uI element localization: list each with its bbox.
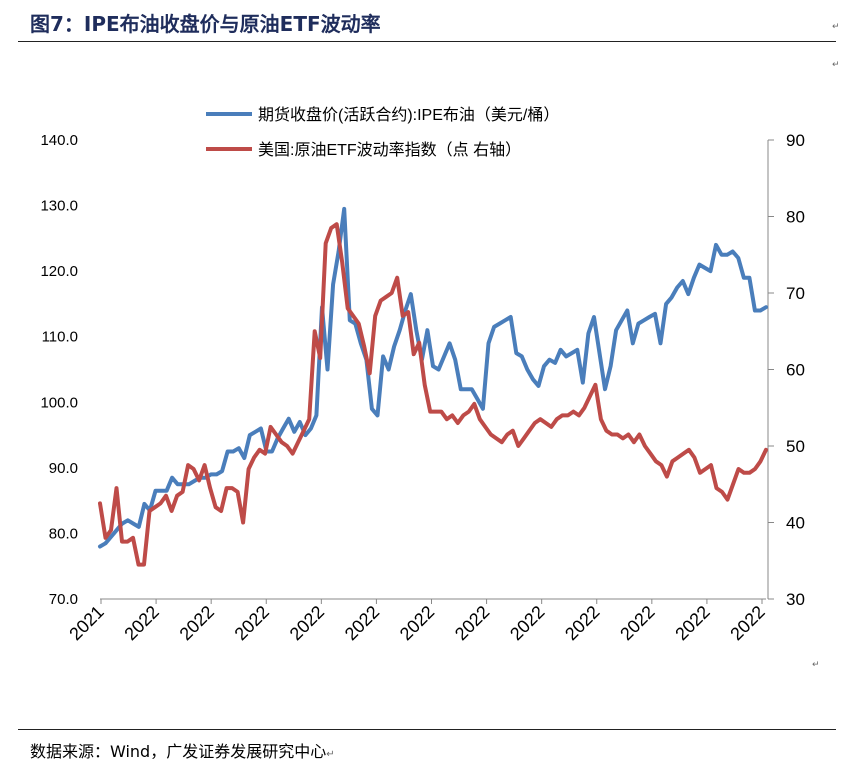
y-left-tick-label: 120.0 — [40, 263, 78, 280]
paragraph-mark: ↵ — [832, 22, 840, 32]
y-right-tick-label: 50 — [786, 437, 805, 456]
y-left-tick-label: 130.0 — [40, 198, 78, 215]
title-rule — [18, 41, 836, 42]
y-left-tick-label: 140.0 — [40, 132, 78, 149]
y-right-tick-label: 60 — [786, 361, 805, 380]
source-note: 数据来源：Wind，广发证券发展研究中心↵ — [30, 738, 335, 762]
paragraph-mark: ↵ — [812, 660, 820, 670]
series-line-brent — [98, 206, 768, 549]
x-tick-label: 2022 — [231, 602, 273, 644]
figure-title: 图7：IPE布油收盘价与原油ETF波动率 — [30, 12, 381, 36]
x-tick-label: 2022 — [726, 602, 768, 644]
y-right-tick-label: 70 — [786, 284, 805, 303]
y-right-tick-label: 30 — [786, 590, 805, 609]
legend-label: 期货收盘价(活跃合约):IPE布油（美元/桶） — [258, 105, 559, 124]
source-rule — [18, 729, 836, 730]
source-text: 数据来源：Wind，广发证券发展研究中心 — [30, 742, 327, 761]
y-left-tick-label: 100.0 — [40, 394, 78, 411]
x-tick-label: 2022 — [176, 602, 218, 644]
paragraph-mark: ↵ — [832, 60, 840, 70]
paragraph-mark: ↵ — [326, 749, 335, 760]
x-tick-label: 2022 — [341, 602, 383, 644]
legend-label: 美国:原油ETF波动率指数（点 右轴） — [258, 141, 521, 159]
x-tick-label: 2022 — [120, 602, 162, 644]
x-tick-label: 2022 — [561, 602, 603, 644]
x-tick-label: 2021 — [65, 602, 107, 644]
x-tick-label: 2022 — [616, 602, 658, 644]
series-lines — [98, 206, 768, 567]
y-left-tick-label: 110.0 — [42, 329, 78, 346]
x-tick-label: 2022 — [286, 602, 328, 644]
x-tick-label: 2022 — [506, 602, 548, 644]
series-line-oil-etf-volatility — [98, 222, 768, 567]
x-tick-label: 2022 — [396, 602, 438, 644]
legend: 期货收盘价(活跃合约):IPE布油（美元/桶） 美国:原油ETF波动率指数（点 右… — [206, 105, 559, 159]
y-right-tick-label: 40 — [786, 514, 805, 533]
y-left-tick-label: 80.0 — [49, 525, 78, 542]
y-right-tick-label: 90 — [786, 131, 805, 150]
y-left-tick-label: 70.0 — [49, 591, 78, 608]
chart: 70.0 80.0 90.0 100.0 110.0 120.0 130.0 140.0 30 4… — [40, 105, 804, 644]
x-tick-label: 2022 — [451, 602, 493, 644]
axes: 70.0 80.0 90.0 100.0 110.0 120.0 130.0 140.0 30 4… — [40, 131, 804, 644]
x-tick-label: 2022 — [671, 602, 713, 644]
y-right-tick-label: 80 — [786, 208, 805, 227]
y-left-tick-label: 90.0 — [49, 460, 78, 477]
